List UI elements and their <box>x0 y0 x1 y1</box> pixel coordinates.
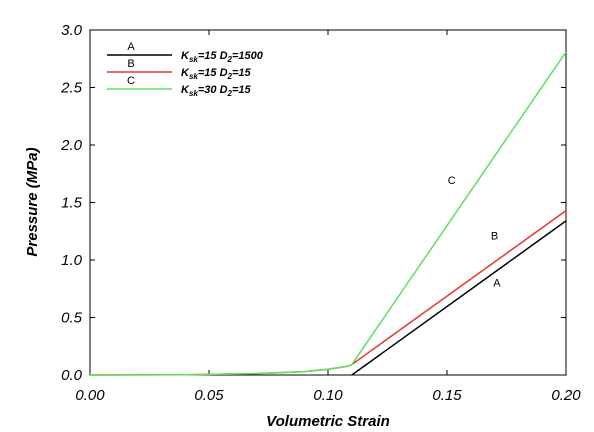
y-tick-label: 2.0 <box>60 137 83 154</box>
y-tick-label: 0.5 <box>61 310 83 327</box>
y-tick-label: 3.0 <box>61 22 83 39</box>
x-axis: 0.00 0.05 0.10 0.15 0.20 <box>75 30 581 404</box>
legend-label-c: Ksk=30 D2=15 <box>181 84 252 98</box>
x-tick-label: 0.10 <box>313 387 343 404</box>
y-tick-label: 2.5 <box>60 80 83 97</box>
x-tick-label: 0.15 <box>432 387 462 404</box>
legend: A Ksk=15 D2=1500 B Ksk=15 D2=15 C Ksk=30 D2=1… <box>107 41 264 98</box>
y-tick-label: 1.0 <box>61 252 83 269</box>
x-axis-title: Volumetric Strain <box>266 413 390 430</box>
y-axis: 0.0 0.5 1.0 1.5 2.0 2.5 3.0 <box>60 22 566 384</box>
y-tick-label: 0.0 <box>61 367 83 384</box>
legend-code-a: A <box>127 41 135 53</box>
x-tick-label: 0.05 <box>194 387 224 404</box>
legend-code-c: C <box>127 75 135 87</box>
y-axis-title: Pressure (MPa) <box>24 147 41 256</box>
series-lines <box>89 51 567 376</box>
y-tick-label: 1.5 <box>61 195 83 212</box>
series-annotation-c: C <box>448 175 456 187</box>
series-annotation-b: B <box>491 230 498 242</box>
series-annotation-a: A <box>493 277 501 289</box>
legend-label-b: Ksk=15 D2=15 <box>181 67 252 81</box>
series-line-c <box>89 51 567 376</box>
series-line-a <box>351 220 567 376</box>
x-tick-label: 0.20 <box>551 387 581 404</box>
annotations: A B C <box>448 175 502 289</box>
x-tick-label: 0.00 <box>75 387 105 404</box>
legend-code-b: B <box>127 58 134 70</box>
legend-label-a: Ksk=15 D2=1500 <box>181 50 264 64</box>
plot-frame <box>89 29 567 376</box>
